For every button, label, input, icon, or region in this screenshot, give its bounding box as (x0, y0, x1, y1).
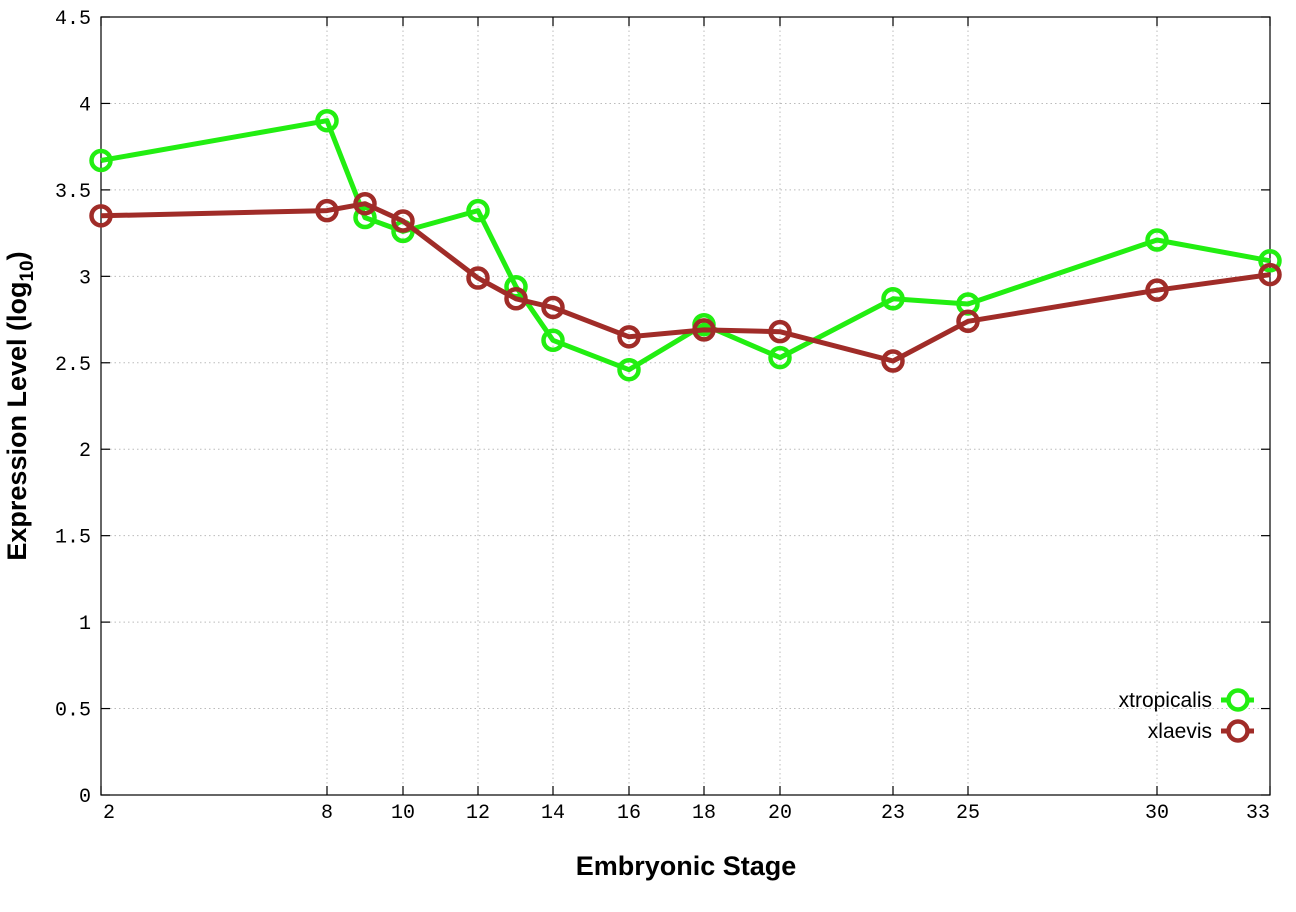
x-tick-label: 30 (1145, 802, 1169, 825)
data-point-xlaevis (768, 319, 792, 344)
y-tick-label: 4.5 (55, 8, 91, 31)
legend: xtropicalis xlaevis (1119, 688, 1254, 743)
y-tick-label: 3 (79, 267, 91, 290)
data-point-xlaevis (391, 209, 415, 233)
data-point-xtropicalis (617, 357, 641, 382)
x-tick-label: 12 (466, 802, 490, 825)
series-xtropicalis (89, 108, 1282, 382)
data-point-xtropicalis (89, 148, 113, 173)
x-tick-label: 2 (103, 802, 115, 825)
y-tick-label: 2.5 (55, 354, 91, 377)
data-point-xtropicalis (353, 205, 377, 230)
legend-swatch-marker (1226, 688, 1250, 712)
data-point-xlaevis (1258, 262, 1282, 287)
data-point-xtropicalis (315, 108, 339, 133)
y-tick-label: 3.5 (55, 181, 91, 204)
data-point-xlaevis (466, 266, 490, 290)
data-point-xtropicalis (1258, 249, 1282, 273)
x-tick-label: 33 (1246, 802, 1270, 825)
data-point-xlaevis (89, 204, 113, 228)
series-line-xtropicalis (100, 118, 1271, 373)
y-tick-label: 4 (79, 94, 91, 117)
axis-ticks: 0 0.5 1 1.5 2 2.5 3 3.5 4 4.5 2 8 10 12 14 16 18 20 23 25 30… (55, 8, 1271, 825)
data-point-xlaevis (617, 325, 641, 349)
plot-frame (100, 16, 1271, 796)
data-point-xlaevis (315, 198, 339, 223)
series-line-xlaevis (100, 201, 1271, 364)
x-tick-label: 23 (881, 802, 905, 825)
legend-item-xtropicalis: xtropicalis (1119, 688, 1254, 712)
gridlines (101, 17, 1270, 795)
y-axis-label: Expression Level (log10) (2, 251, 38, 560)
y-axis-label-subscript: 10 (17, 260, 38, 281)
x-tick-label: 16 (617, 802, 641, 825)
x-tick-label: 14 (541, 802, 565, 825)
y-axis-label-prefix: Expression Level (log (2, 282, 32, 561)
data-point-xlaevis (956, 309, 980, 334)
x-tick-label: 10 (391, 802, 415, 825)
y-tick-label: 0 (79, 786, 91, 809)
legend-swatch-marker (1226, 719, 1250, 743)
data-point-xlaevis (692, 318, 716, 342)
data-point-xtropicalis (541, 328, 565, 353)
data-point-xtropicalis (768, 345, 792, 370)
y-tick-label: 1.5 (55, 527, 91, 550)
series-xlaevis (89, 191, 1282, 373)
x-tick-label: 18 (692, 802, 716, 825)
y-axis-label-suffix: ) (2, 251, 32, 260)
data-point-xlaevis (881, 349, 905, 373)
x-axis-label: Embryonic Stage (576, 851, 797, 881)
y-tick-label: 2 (79, 440, 91, 463)
data-point-xlaevis (1145, 278, 1169, 302)
y-tick-label: 1 (79, 613, 91, 636)
y-tick-label: 0.5 (55, 700, 91, 723)
data-point-xlaevis (504, 287, 528, 311)
data-point-xtropicalis (466, 198, 490, 223)
series-layer (89, 108, 1282, 382)
x-tick-label: 8 (321, 802, 333, 825)
data-point-xtropicalis (881, 287, 905, 311)
legend-label: xtropicalis (1119, 689, 1212, 712)
data-point-xlaevis (353, 191, 377, 216)
legend-item-xlaevis: xlaevis (1148, 719, 1254, 743)
x-tick-label: 20 (768, 802, 792, 825)
x-tick-label: 25 (956, 802, 980, 825)
data-point-xtropicalis (1145, 228, 1169, 252)
data-point-xlaevis (541, 295, 565, 320)
legend-label: xlaevis (1148, 720, 1212, 743)
